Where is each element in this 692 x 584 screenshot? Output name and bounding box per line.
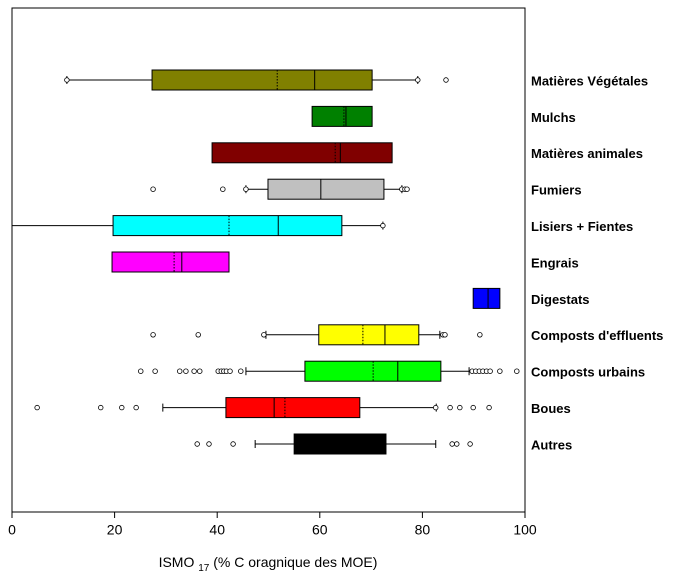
outlier — [152, 368, 158, 374]
category-label: Engrais — [531, 255, 579, 270]
category-label: Lisiers + Fientes — [531, 219, 633, 234]
outlier — [138, 368, 144, 374]
outlier — [447, 404, 453, 411]
x-tick-label: 0 — [8, 522, 16, 538]
category-label: Matières Végétales — [531, 73, 648, 88]
outlier — [487, 368, 493, 374]
outlier — [119, 404, 125, 411]
outlier — [243, 186, 249, 192]
box — [293, 433, 387, 455]
outlier — [457, 404, 463, 411]
x-axis-label: ISMO 17 (% C oragnique des MOE) — [159, 554, 378, 574]
outlier — [380, 222, 386, 229]
outlier — [227, 368, 233, 374]
x-label-main: ISMO — [159, 554, 195, 570]
category-label: Mulchs — [531, 110, 576, 125]
outlier — [486, 404, 492, 411]
x-tick-label: 60 — [312, 522, 328, 538]
outlier — [206, 441, 212, 447]
outlier — [150, 332, 156, 338]
outlier — [449, 441, 455, 447]
outlier — [64, 77, 70, 83]
outlier — [197, 368, 203, 374]
x-tick-label: 80 — [415, 522, 431, 538]
box — [318, 324, 420, 346]
x-label-sub: 17 — [198, 563, 210, 574]
category-label: Composts d'effluents — [531, 328, 663, 343]
plot-frame — [11, 7, 526, 513]
x-label-rest: (% C oragnique des MOE) — [213, 554, 377, 570]
outlier — [261, 332, 267, 338]
category-label: Boues — [531, 401, 571, 416]
box — [112, 215, 343, 237]
outlier — [220, 186, 226, 192]
category-label: Fumiers — [531, 183, 582, 198]
outlier — [404, 186, 410, 192]
outlier — [150, 186, 156, 192]
outlier — [454, 441, 460, 447]
x-tick-label: 40 — [209, 522, 225, 538]
outlier — [470, 404, 476, 411]
category-label: Composts urbains — [531, 365, 645, 380]
outlier — [133, 404, 139, 411]
box — [151, 69, 373, 91]
outlier — [415, 77, 421, 83]
category-label: Matières animales — [531, 146, 643, 161]
box — [111, 251, 230, 273]
outlier — [195, 332, 201, 338]
box — [225, 397, 361, 419]
category-label: Digestats — [531, 292, 590, 307]
outlier — [443, 77, 449, 83]
outlier — [230, 441, 236, 447]
box — [311, 105, 373, 127]
box — [267, 178, 385, 200]
x-tick-label: 100 — [513, 522, 537, 538]
outlier — [98, 404, 104, 411]
box — [211, 142, 393, 164]
outlier — [191, 368, 197, 374]
category-label: Autres — [531, 437, 572, 452]
outlier — [34, 404, 40, 411]
outlier — [467, 441, 473, 447]
outlier — [433, 404, 439, 411]
outlier — [183, 368, 189, 374]
outlier — [514, 368, 520, 374]
outlier — [477, 332, 483, 338]
outlier — [442, 332, 448, 338]
outlier — [238, 368, 244, 374]
outlier — [497, 368, 503, 374]
x-tick-label: 20 — [107, 522, 123, 538]
outlier — [194, 441, 200, 447]
box — [472, 287, 501, 309]
outlier — [177, 368, 183, 374]
